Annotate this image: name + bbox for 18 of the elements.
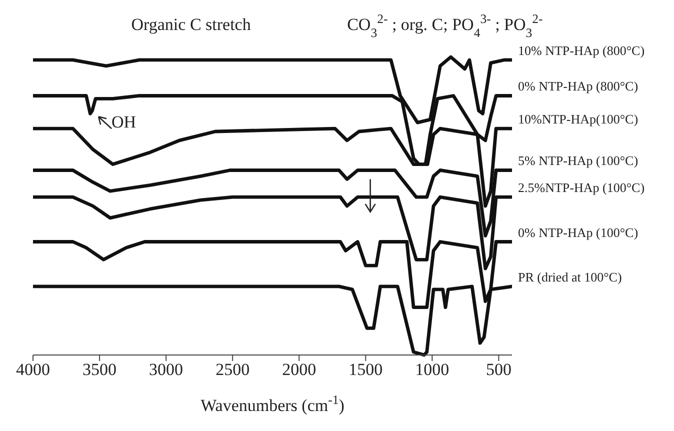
x-tick-label: 500 (486, 360, 512, 380)
x-tick-label: 2000 (282, 360, 316, 380)
x-axis-title: Wavenumbers (cm$^{-1}$) (200, 393, 344, 415)
series-label: 0% NTP-HAp (800°C) (518, 78, 638, 94)
series-label: PR (dried at 100°C) (518, 269, 622, 284)
series-label: 2.5%NTP-HAp (100°C) (518, 180, 645, 196)
annotation: OH (112, 112, 136, 132)
x-tick-label: 4000 (16, 360, 50, 380)
series-label: 10%NTP-HAp(100°C) (518, 112, 638, 127)
text: Organic C stretch (131, 15, 252, 34)
x-tick-label: 2500 (216, 360, 250, 380)
x-tick-label: 1500 (348, 360, 383, 380)
series-label: 5% NTP-HAp (100°C) (518, 153, 638, 168)
series-label: 0% NTP-HAp (100°C) (518, 224, 638, 240)
x-tick-label: 3000 (149, 360, 184, 380)
series-label: 10% NTP-HAp (800°C) (518, 42, 645, 58)
x-tick-label: 3500 (82, 360, 117, 380)
x-tick-label: 1000 (415, 360, 450, 380)
